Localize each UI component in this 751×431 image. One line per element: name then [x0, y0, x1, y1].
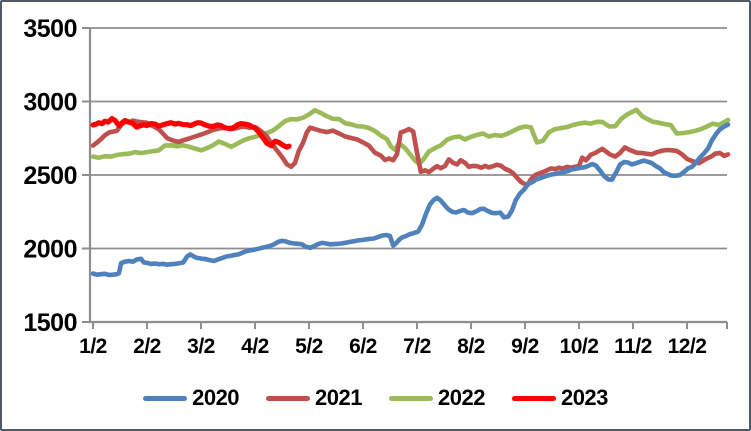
x-axis-label: 10/2 — [560, 335, 599, 358]
y-axis-label: 2500 — [23, 162, 77, 190]
legend-swatch-2021-icon — [266, 395, 311, 401]
series-line-2021 — [90, 118, 731, 188]
legend-item-2022: 2022 — [389, 385, 485, 411]
x-axis-label: 7/2 — [403, 335, 431, 358]
legend-item-2020: 2020 — [143, 385, 240, 411]
legend-swatch-2022-icon — [389, 395, 433, 401]
x-axis-label: 4/2 — [241, 335, 269, 358]
series-line-2022 — [90, 107, 731, 167]
y-axis-label: 1500 — [23, 309, 77, 337]
y-axis-label: 2000 — [23, 236, 77, 264]
legend-label-2021: 2021 — [315, 385, 362, 410]
y-axis-label: 3000 — [23, 89, 77, 117]
series-line-2023 — [90, 115, 292, 150]
x-axis-label: 11/2 — [614, 335, 652, 358]
y-axis-label: 3500 — [23, 15, 77, 43]
x-axis-label: 8/2 — [457, 335, 485, 358]
x-axis-label: 3/2 — [187, 335, 215, 358]
legend-label-2023: 2023 — [560, 385, 608, 410]
series-line-2020 — [90, 122, 731, 278]
legend-swatch-2020-icon — [143, 395, 188, 401]
legend-label-2022: 2022 — [438, 385, 485, 410]
legend-item-2021: 2021 — [266, 385, 362, 411]
x-axis-label: 5/2 — [295, 335, 323, 358]
x-axis-label: 12/2 — [668, 335, 707, 358]
legend-label-2020: 2020 — [192, 385, 240, 410]
x-axis-label: 1/2 — [79, 335, 107, 358]
x-axis-label: 9/2 — [511, 335, 539, 358]
chart-legend: 2020 2021 2022 2023 — [2, 385, 749, 411]
legend-item-2023: 2023 — [511, 385, 608, 411]
x-axis-label: 6/2 — [349, 335, 377, 358]
legend-swatch-2023-icon — [511, 395, 556, 401]
x-axis-label: 2/2 — [133, 335, 161, 358]
